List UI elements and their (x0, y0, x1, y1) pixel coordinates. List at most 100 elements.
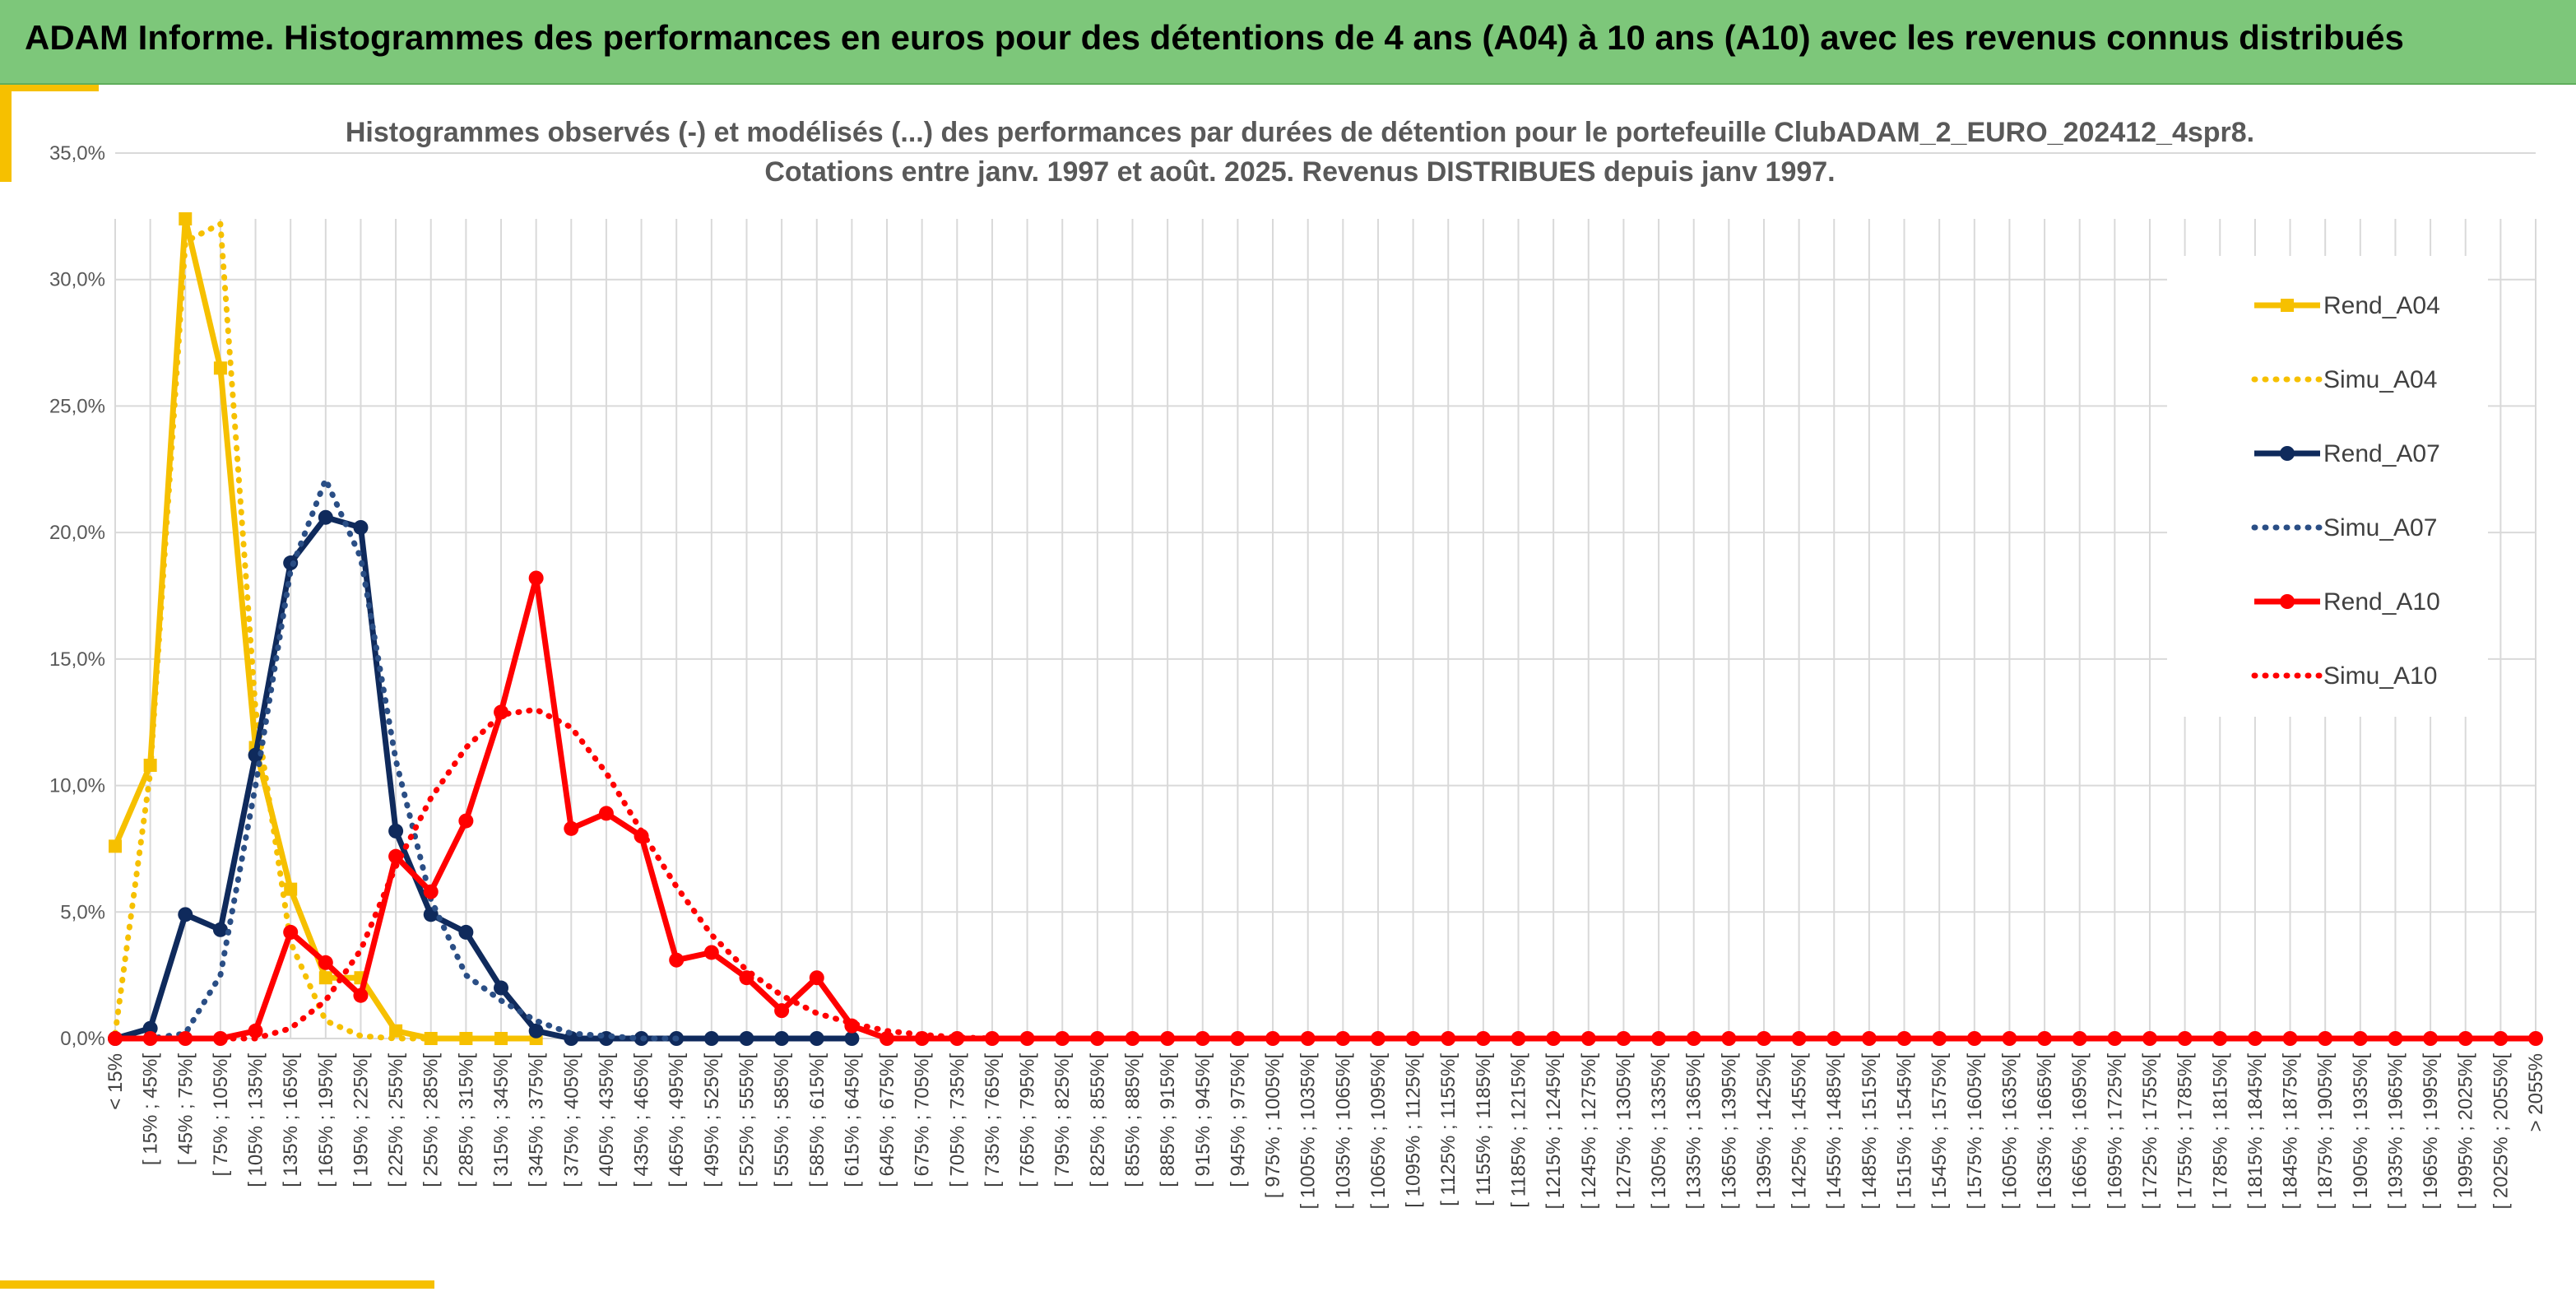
data-point (1756, 1031, 1771, 1046)
x-tick-label: [ 1005% ; 1035%[ (1297, 1053, 1320, 1210)
x-tick-label: [ 1965% ; 1995%[ (2420, 1053, 2442, 1210)
y-tick-label: 15,0% (49, 648, 105, 671)
x-tick-label: [ 75% ; 105%[ (210, 1053, 232, 1177)
y-tick-label: 0,0% (60, 1028, 105, 1050)
data-point (1441, 1031, 1456, 1046)
data-point (1580, 1031, 1596, 1046)
x-tick-label: [ 1065% ; 1095%[ (1367, 1053, 1390, 1210)
data-point (2212, 1031, 2228, 1046)
header-bar: ADAM Informe. Histogrammes des performan… (0, 0, 2576, 85)
data-point (178, 1031, 193, 1046)
series-line-Rend_A10 (115, 575, 2536, 1042)
data-point (2037, 1031, 2053, 1046)
accent-bar-left (0, 85, 12, 182)
data-point (774, 1031, 790, 1046)
data-point (458, 924, 474, 940)
data-point (2458, 1031, 2473, 1046)
x-tick-label: [ 105% ; 135%[ (245, 1053, 267, 1187)
axes: 0,0% 5,0% 10,0% 15,0% 20,0% 25,0% 30,0% 35,0% < … (49, 142, 2547, 1209)
x-tick-label: [ 555% ; 585%[ (771, 1053, 793, 1187)
x-tick-label: [ 1995% ; 2025%[ (2455, 1053, 2477, 1210)
legend-item-Simu_A07: Simu_A07 (2251, 514, 2437, 541)
data-point (2528, 1031, 2543, 1046)
x-tick-label: [ 1335% ; 1365%[ (1683, 1053, 1706, 1210)
data-point (283, 924, 299, 940)
data-point (1160, 1031, 1176, 1046)
data-point (424, 1032, 438, 1045)
data-point (1019, 1031, 1035, 1046)
legend-marker (2280, 594, 2295, 609)
page-title: ADAM Informe. Histogrammes des performan… (25, 18, 2404, 57)
x-tick-label: [ 1695% ; 1725%[ (2104, 1053, 2126, 1210)
data-point (353, 519, 369, 535)
x-tick-label: [ 1485% ; 1515%[ (1859, 1053, 1881, 1210)
data-point (2493, 1031, 2509, 1046)
x-tick-label: [ 585% ; 615%[ (806, 1053, 828, 1187)
x-tick-label: [ 795% ; 825%[ (1051, 1053, 1074, 1187)
legend-label: Simu_A10 (2323, 662, 2437, 690)
data-point (1966, 1031, 1982, 1046)
data-point (109, 839, 122, 853)
data-point (1651, 1031, 1667, 1046)
data-point (1791, 1031, 1807, 1046)
data-point (528, 570, 544, 586)
data-point (564, 820, 579, 836)
x-tick-label: [ 225% ; 255%[ (385, 1053, 407, 1187)
data-point (458, 813, 474, 829)
data-point (2247, 1031, 2263, 1046)
x-tick-label: [ 735% ; 765%[ (982, 1053, 1004, 1187)
data-point (2423, 1031, 2439, 1046)
x-tick-label: [ 1605% ; 1635%[ (1998, 1053, 2021, 1210)
data-point (809, 1031, 824, 1046)
x-tick-label: [ 405% ; 435%[ (596, 1053, 618, 1187)
x-tick-label: [ 195% ; 225%[ (350, 1053, 372, 1187)
data-point (388, 848, 404, 864)
x-tick-label: [ 1455% ; 1485%[ (1823, 1053, 1845, 1210)
data-point (1616, 1031, 1631, 1046)
x-tick-label: [ 1035% ; 1065%[ (1332, 1053, 1354, 1210)
data-point (2352, 1031, 2368, 1046)
data-point (1686, 1031, 1701, 1046)
data-point (1475, 1031, 1491, 1046)
data-point (1335, 1031, 1351, 1046)
legend-item-Simu_A04: Simu_A04 (2251, 366, 2437, 393)
data-point (178, 907, 193, 922)
chart-subtitle: Cotations entre janv. 1997 et août. 2025… (764, 156, 1835, 188)
x-tick-label: [ 1365% ; 1395%[ (1718, 1053, 1740, 1210)
x-tick-label: [ 675% ; 705%[ (912, 1053, 934, 1187)
x-tick-label: [ 1845% ; 1875%[ (2280, 1053, 2302, 1210)
x-tick-label: [ 375% ; 405%[ (560, 1053, 583, 1187)
x-tick-label: [ 495% ; 525%[ (701, 1053, 723, 1187)
data-point (1195, 1031, 1210, 1046)
data-point (142, 1020, 158, 1036)
legend: Rend_A04 Simu_A04 Rend_A07 Simu_A07 Rend_A10… (2167, 256, 2488, 717)
x-tick-label: [ 975% ; 1005%[ (1262, 1053, 1284, 1198)
legend-item-Rend_A07: Rend_A07 (2254, 440, 2440, 467)
x-tick-label: [ 885% ; 915%[ (1157, 1053, 1179, 1187)
x-tick-label: [ 15% ; 45%[ (140, 1053, 162, 1165)
data-point (2002, 1031, 2017, 1046)
y-tick-label: 35,0% (49, 142, 105, 165)
chart-title: Histogrammes observés (-) et modélisés (… (346, 117, 2254, 148)
x-tick-label: [ 1785% ; 1815%[ (2209, 1053, 2231, 1210)
legend-item-Rend_A10: Rend_A10 (2254, 588, 2440, 616)
x-tick-label: [ 165% ; 195%[ (315, 1053, 337, 1187)
data-point (1370, 1031, 1385, 1046)
data-point (318, 971, 332, 985)
data-point (2388, 1031, 2403, 1046)
x-tick-label: [ 1665% ; 1695%[ (2069, 1053, 2091, 1210)
data-point (598, 806, 614, 821)
series-line-Simu_A07 (112, 476, 680, 1042)
legend-marker (2280, 446, 2295, 461)
x-tick-label: [ 1095% ; 1125%[ (1403, 1053, 1425, 1208)
x-tick-label: [ 855% ; 885%[ (1121, 1053, 1144, 1187)
x-tick-label: < 15% (104, 1053, 127, 1110)
data-point (1089, 1031, 1105, 1046)
legend-box (2167, 256, 2488, 717)
series-line-Rend_A07 (114, 514, 852, 1042)
x-tick-label: [ 705% ; 735%[ (946, 1053, 968, 1187)
data-point (2107, 1031, 2123, 1046)
data-point (179, 211, 193, 225)
x-tick-label: [ 135% ; 165%[ (280, 1053, 302, 1187)
data-point (703, 1031, 719, 1046)
